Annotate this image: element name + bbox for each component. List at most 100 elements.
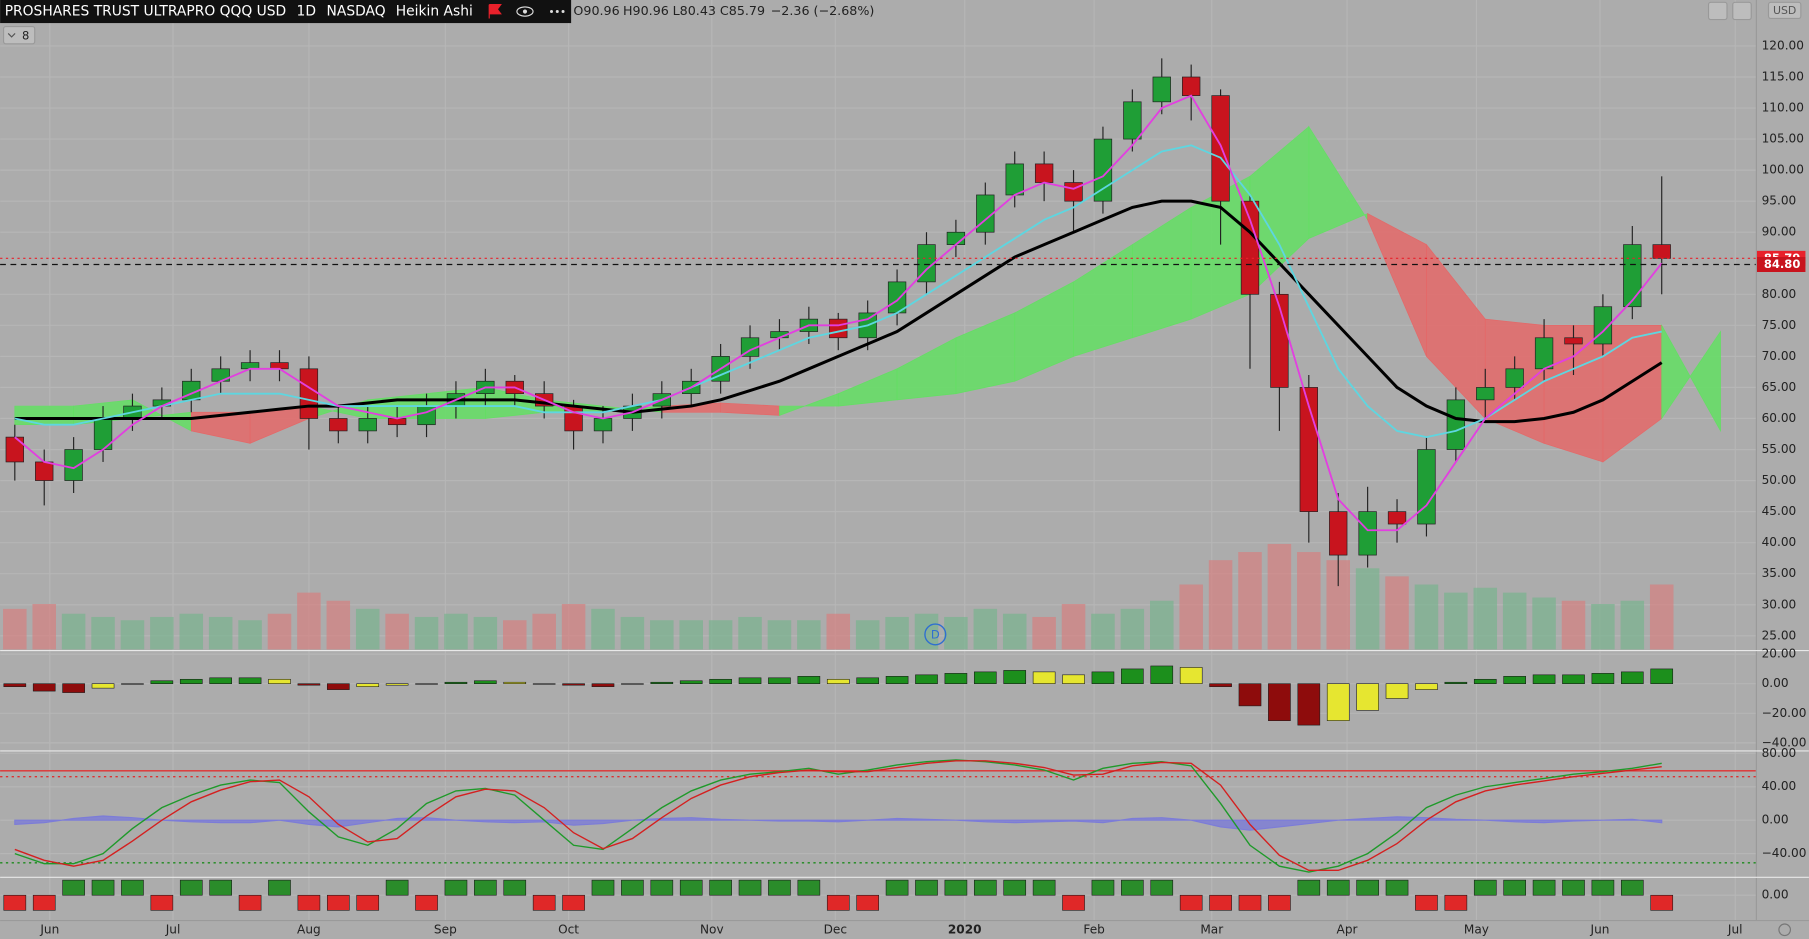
- bar: [1032, 879, 1056, 896]
- bar: [532, 683, 556, 685]
- candle-body: [1623, 244, 1642, 308]
- indicator-line: [14, 94, 1663, 532]
- bar: [1415, 894, 1438, 911]
- bar: [32, 603, 56, 650]
- oscillator-line: [14, 760, 1662, 872]
- bar: [1356, 683, 1379, 711]
- x-tick-label: Feb: [1083, 922, 1105, 936]
- settings-icon[interactable]: [1778, 923, 1792, 937]
- bar: [1120, 608, 1145, 650]
- bar: [1562, 879, 1585, 896]
- bar: [1003, 670, 1027, 684]
- interval[interactable]: 1D: [297, 4, 316, 20]
- bar: [1591, 603, 1615, 650]
- y-tick-label: 0.00: [1762, 676, 1789, 690]
- bar: [444, 879, 468, 896]
- bar: [150, 616, 174, 650]
- candle-body: [1564, 337, 1583, 345]
- bar: [385, 613, 409, 650]
- bar: [268, 879, 291, 896]
- y-tick-label: 40.00: [1762, 535, 1797, 549]
- bar: [797, 676, 821, 684]
- bar: [1297, 552, 1321, 650]
- currency: USD: [1773, 4, 1796, 17]
- bar: [209, 677, 232, 684]
- bar: [1150, 665, 1174, 684]
- bar: [1591, 673, 1615, 684]
- bar: [826, 678, 850, 684]
- bar: [708, 620, 733, 650]
- bar: [1650, 668, 1674, 684]
- bar: [209, 879, 232, 896]
- bar: [679, 680, 703, 684]
- bar: [1238, 552, 1262, 650]
- bar: [1121, 879, 1144, 896]
- legend-change: −2.36 (−2.68%): [771, 3, 875, 18]
- bar: [973, 879, 997, 896]
- chevron-icon: [7, 33, 16, 38]
- event-marker: [924, 623, 947, 646]
- bar: [1473, 879, 1497, 896]
- chart-style[interactable]: Heikin Ashi: [396, 4, 473, 20]
- bar: [1444, 592, 1468, 650]
- bar: [650, 879, 674, 896]
- bar: [826, 894, 850, 911]
- bar: [1238, 683, 1262, 707]
- x-tick-label: Jun: [39, 922, 59, 936]
- scroll-button[interactable]: [1707, 1, 1728, 21]
- bar: [32, 894, 56, 911]
- cloud-segment: [14, 405, 74, 426]
- candle-body: [64, 449, 83, 481]
- bar: [591, 683, 615, 687]
- candle-body: [593, 418, 613, 432]
- x-tick-label: 2020: [948, 922, 982, 936]
- y-tick-label: 120.00: [1762, 38, 1804, 52]
- legend-high: H90.96: [623, 3, 669, 18]
- maximize-button[interactable]: [1732, 1, 1752, 21]
- candle-body: [1505, 368, 1524, 388]
- currency-box[interactable]: [1767, 1, 1802, 20]
- bar: [61, 613, 86, 650]
- y-tick-label: 55.00: [1762, 442, 1797, 456]
- y-tick-label: 65.00: [1762, 380, 1797, 394]
- bar: [1091, 879, 1115, 896]
- bar: [267, 613, 292, 650]
- y-tick-label: 70.00: [1762, 349, 1797, 363]
- bar: [1032, 671, 1056, 684]
- bar: [1473, 678, 1497, 684]
- legend-low: L80.43: [673, 3, 716, 18]
- bar: [1473, 587, 1498, 650]
- bar: [91, 616, 115, 650]
- bar: [1385, 879, 1409, 896]
- flag-icon[interactable]: [488, 4, 502, 19]
- bar: [91, 879, 115, 896]
- candle-body: [1123, 101, 1142, 140]
- bar: [1561, 600, 1586, 650]
- bar: [150, 894, 174, 911]
- bar: [326, 683, 350, 690]
- bar: [650, 681, 674, 684]
- bar: [1385, 683, 1409, 699]
- bar: [385, 879, 409, 896]
- bar: [238, 620, 262, 650]
- bar: [1238, 894, 1262, 911]
- legend-open: O90.96: [573, 3, 619, 18]
- bar: [1268, 894, 1291, 911]
- bar: [621, 683, 644, 685]
- bar: [208, 616, 233, 650]
- candle-body: [1534, 337, 1554, 370]
- y-tick-label: 40.00: [1762, 779, 1797, 793]
- more-icon[interactable]: [550, 10, 565, 14]
- bar: [591, 608, 615, 650]
- symbol-title: PROSHARES TRUST ULTRAPRO QQQ USD: [5, 4, 286, 20]
- candle-body: [1446, 399, 1466, 450]
- bar: [1179, 584, 1203, 650]
- bar: [914, 613, 939, 650]
- bar: [414, 616, 439, 650]
- x-tick-label: Jul: [165, 922, 181, 936]
- y-tick-label: 80.00: [1762, 746, 1797, 760]
- eye-icon[interactable]: [516, 6, 534, 17]
- indicator-toggle[interactable]: [2, 25, 36, 45]
- bar: [650, 620, 674, 650]
